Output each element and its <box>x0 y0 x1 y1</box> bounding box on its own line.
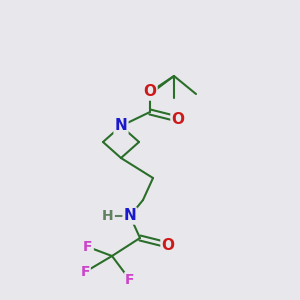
Text: O: O <box>143 85 157 100</box>
Text: F: F <box>83 240 93 254</box>
Text: O: O <box>172 112 184 127</box>
Text: F: F <box>125 273 135 287</box>
Text: O: O <box>161 238 175 253</box>
Text: H: H <box>102 209 114 223</box>
Text: N: N <box>124 208 136 224</box>
Text: F: F <box>80 265 90 279</box>
Text: N: N <box>115 118 128 134</box>
